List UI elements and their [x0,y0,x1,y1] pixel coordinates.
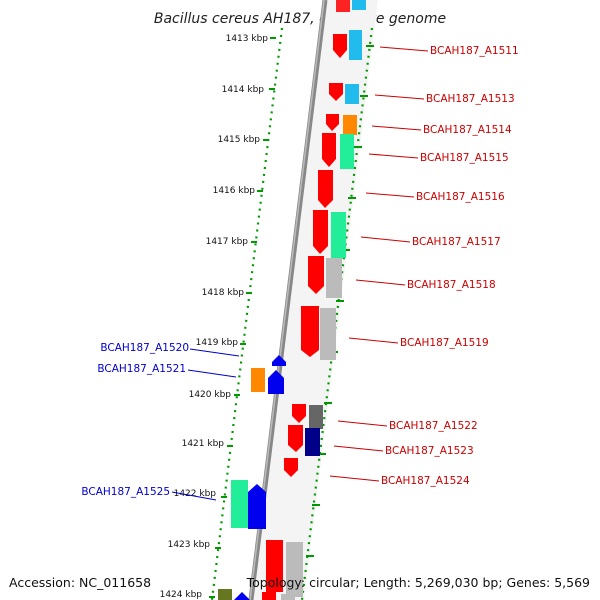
tick-label: 1416 kbp [213,186,256,196]
gene-feature [266,540,283,592]
genome-summary-text: Topology: circular; Length: 5,269,030 bp… [246,575,590,590]
gene-feature [313,210,328,254]
gene-feature [343,115,357,135]
gene-label: BCAH187_A1517 [412,236,501,248]
gene-feature [248,484,266,529]
gene-feature [268,370,284,394]
tick-label: 1413 kbp [226,34,269,44]
gene-label: BCAH187_A1514 [423,124,512,136]
gene-feature [333,34,347,58]
gene-feature [284,458,298,477]
gene-feature [326,114,339,131]
tick-label: 1424 kbp [160,590,203,600]
tick-label: 1422 kbp [174,489,217,499]
tick-label: 1421 kbp [182,439,225,449]
gene-label: BCAH187_A1518 [407,279,496,291]
gene-feature [331,212,346,258]
gene-feature [352,0,366,10]
gene-label: BCAH187_A1511 [430,45,519,57]
gene-labels: BCAH187_A1511 BCAH187_A1513 BCAH187_A151… [81,45,518,498]
gene-feature [262,592,276,600]
gene-label: BCAH187_A1513 [426,93,515,105]
tick-label: 1417 kbp [206,237,249,247]
gene-feature [301,306,319,357]
gene-feature [305,428,320,456]
gene-feature [292,404,306,423]
gene-label: BCAH187_A1515 [420,152,509,164]
map-title: Bacillus cereus AH187, complete genome [154,11,446,27]
tick-label: 1423 kbp [168,540,211,550]
gene-feature [272,355,286,366]
gene-feature [251,368,265,392]
gene-label: BCAH187_A1523 [385,445,474,457]
gene-features [218,0,366,600]
gene-feature [349,30,362,60]
tick-label: 1415 kbp [218,135,261,145]
gene-feature [286,542,303,597]
tick-label: 1420 kbp [189,390,232,400]
gene-feature [308,256,324,294]
gene-feature [322,133,336,167]
accession-text: Accession: NC_011658 [9,575,151,590]
gene-label: BCAH187_A1524 [381,475,470,487]
tick-label: 1419 kbp [196,338,239,348]
gene-feature [231,480,248,528]
gene-feature [288,425,303,452]
gene-feature [234,592,250,600]
gene-feature [320,308,336,360]
tick-label: 1418 kbp [202,288,245,298]
gene-label: BCAH187_A1521 [97,363,186,375]
tick-label: 1414 kbp [222,85,265,95]
outer-guide-line [210,27,284,600]
gene-feature [309,405,323,429]
gene-feature [340,134,354,169]
gene-label: BCAH187_A1516 [416,191,505,203]
scale-ticks: 1413 kbp 1414 kbp 1415 kbp 1416 kbp 1417… [160,34,276,600]
gene-feature [329,83,343,101]
gene-feature [326,258,342,298]
gene-feature [218,589,232,600]
gene-feature [345,84,359,104]
gene-label: BCAH187_A1519 [400,337,489,349]
gene-feature [281,594,295,600]
gene-label: BCAH187_A1520 [100,342,189,354]
inner-guide-line [300,27,374,600]
gene-feature [318,170,333,208]
label-leaders [171,46,429,501]
gene-feature [336,0,350,12]
gene-label: BCAH187_A1522 [389,420,478,432]
gene-label: BCAH187_A1525 [81,486,170,498]
